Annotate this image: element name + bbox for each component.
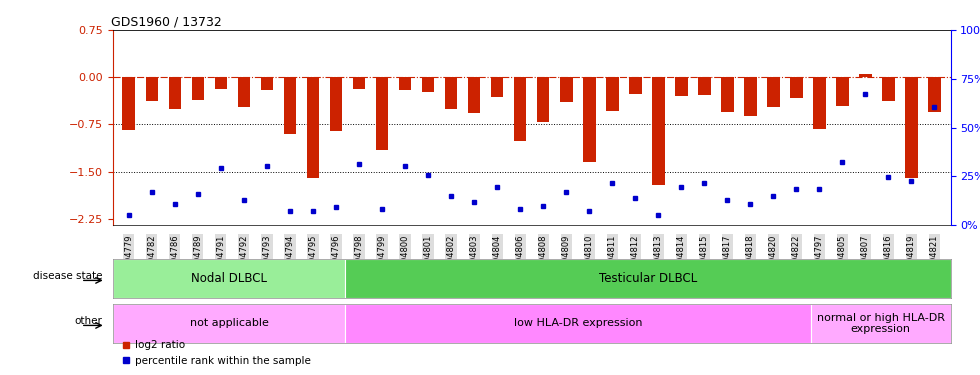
Bar	[882, 77, 895, 101]
Text: other: other	[74, 316, 102, 327]
Bar	[491, 77, 504, 97]
Bar	[375, 77, 388, 150]
Bar	[399, 77, 412, 90]
Bar	[928, 77, 941, 112]
Bar	[145, 77, 158, 101]
Bar	[629, 77, 642, 93]
Bar	[767, 77, 780, 107]
Bar	[113, 304, 345, 343]
Bar	[191, 77, 204, 101]
Bar	[113, 259, 345, 298]
Bar	[606, 77, 618, 111]
Text: Nodal DLBCL: Nodal DLBCL	[191, 272, 268, 285]
Bar	[215, 77, 227, 89]
Bar	[445, 77, 458, 109]
Bar	[675, 77, 688, 96]
Bar	[560, 77, 572, 102]
Bar	[122, 77, 135, 130]
Bar	[467, 77, 480, 113]
Bar	[329, 77, 342, 130]
Text: not applicable: not applicable	[190, 318, 269, 328]
Bar	[345, 259, 951, 298]
Bar	[652, 77, 664, 185]
Bar	[353, 77, 366, 89]
Bar	[583, 77, 596, 162]
Text: normal or high HLA-DR
expression: normal or high HLA-DR expression	[816, 313, 945, 334]
Bar	[813, 77, 826, 129]
Bar	[906, 77, 918, 178]
Bar	[345, 304, 810, 343]
Text: low HLA-DR expression: low HLA-DR expression	[514, 318, 643, 328]
Text: Testicular DLBCL: Testicular DLBCL	[599, 272, 697, 285]
Bar	[237, 77, 250, 107]
Bar	[307, 77, 319, 178]
Bar	[790, 77, 803, 98]
Bar	[537, 77, 550, 123]
Bar	[698, 77, 710, 95]
Bar	[811, 304, 951, 343]
Bar	[283, 77, 296, 134]
Text: disease state: disease state	[33, 272, 102, 282]
Bar	[859, 74, 872, 77]
Bar	[744, 77, 757, 116]
Bar	[721, 77, 734, 112]
Bar	[836, 77, 849, 106]
Bar	[261, 77, 273, 90]
Bar	[169, 77, 181, 109]
Legend: log2 ratio, percentile rank within the sample: log2 ratio, percentile rank within the s…	[118, 336, 315, 370]
Bar	[421, 77, 434, 92]
Bar	[514, 77, 526, 141]
Text: GDS1960 / 13732: GDS1960 / 13732	[111, 16, 221, 29]
